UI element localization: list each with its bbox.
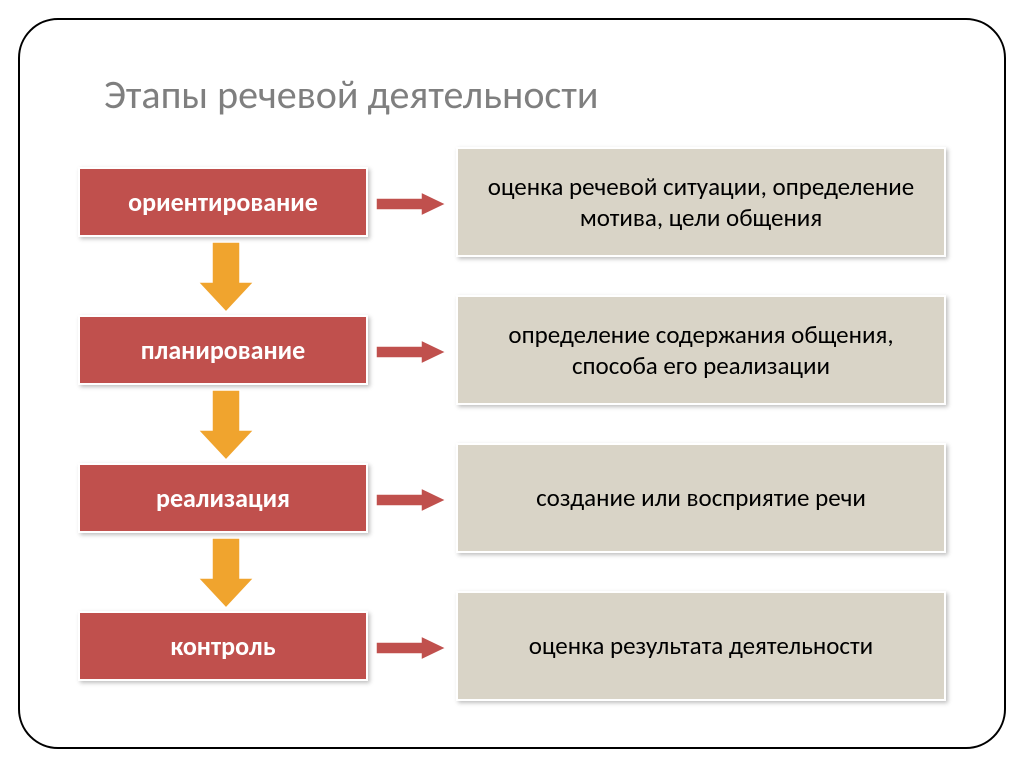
arrow-right-icon [376, 192, 446, 216]
arrow-right-icon [376, 340, 446, 364]
desc-text-4: оценка результата деятельности [529, 630, 873, 661]
slide-title: Этапы речевой деятельности [104, 70, 956, 119]
desc-text-3: создание или восприятие речи [536, 482, 866, 513]
stage-box-4: контроль [78, 611, 368, 681]
desc-text-1: оценка речевой ситуации, определение мот… [474, 171, 928, 234]
desc-text-2: определение содержания общения, способа … [474, 319, 928, 382]
stage-label-1: ориентирование [128, 186, 318, 218]
stage-box-2: планирование [78, 315, 368, 385]
desc-box-3: создание или восприятие речи [456, 443, 946, 553]
arrow-right-icon [376, 488, 446, 512]
stage-box-3: реализация [78, 463, 368, 533]
stage-box-1: ориентирование [78, 167, 368, 237]
slide-frame: Этапы речевой деятельности ориентировани… [18, 18, 1006, 749]
arrow-right-icon [376, 636, 446, 660]
arrow-down-icon [198, 242, 254, 312]
stage-label-2: планирование [141, 334, 305, 366]
desc-box-1: оценка речевой ситуации, определение мот… [456, 147, 946, 257]
desc-box-4: оценка результата деятельности [456, 591, 946, 701]
desc-box-2: определение содержания общения, способа … [456, 295, 946, 405]
arrow-down-icon [198, 390, 254, 460]
stage-label-3: реализация [156, 482, 290, 514]
arrow-down-icon [198, 538, 254, 608]
stage-label-4: контроль [170, 630, 275, 662]
flowchart: ориентирование оценка речевой ситуации, … [68, 147, 956, 707]
